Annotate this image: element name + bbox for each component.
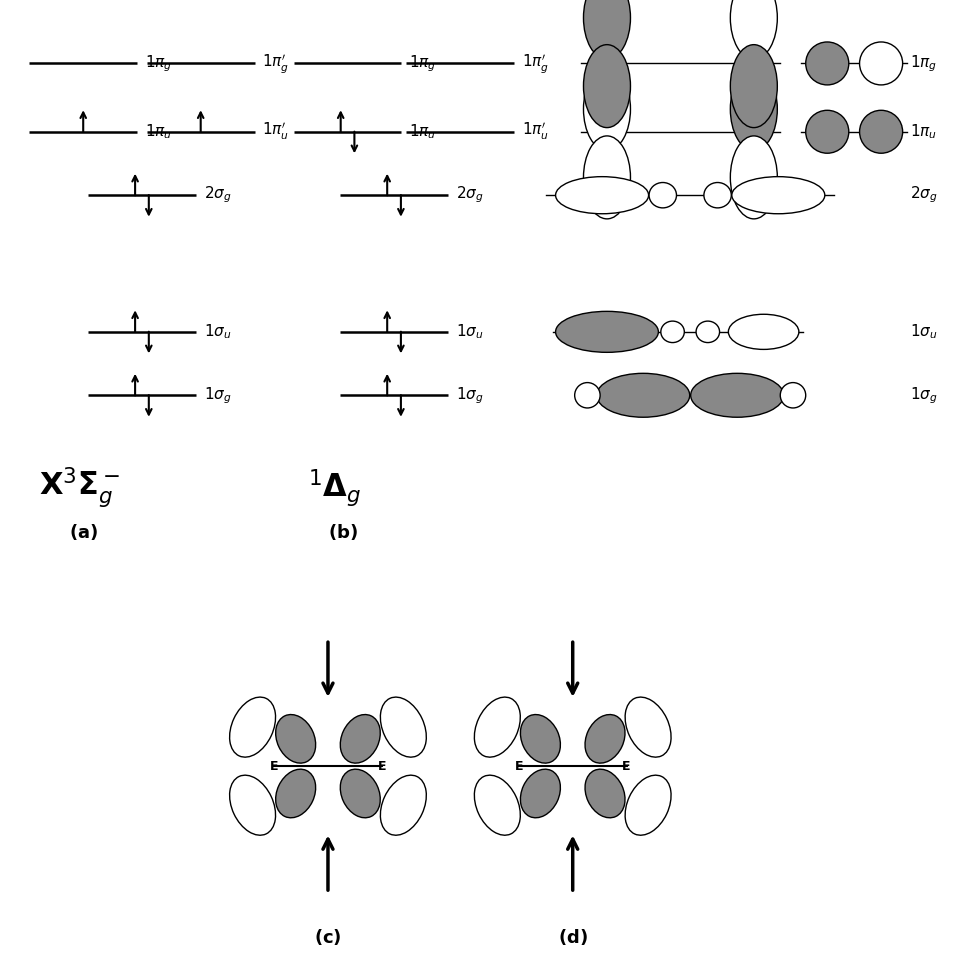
- Text: $1\sigma_u$: $1\sigma_u$: [455, 322, 483, 342]
- Ellipse shape: [520, 769, 559, 818]
- Ellipse shape: [695, 321, 719, 343]
- Ellipse shape: [689, 373, 782, 418]
- Ellipse shape: [276, 714, 315, 763]
- Ellipse shape: [583, 45, 630, 128]
- Ellipse shape: [730, 67, 777, 150]
- Ellipse shape: [583, 67, 630, 150]
- Text: $^1\mathbf{\Delta}_g$: $^1\mathbf{\Delta}_g$: [308, 468, 362, 508]
- Ellipse shape: [585, 769, 624, 818]
- Ellipse shape: [585, 714, 624, 763]
- Ellipse shape: [340, 714, 379, 763]
- Ellipse shape: [625, 775, 670, 835]
- Ellipse shape: [625, 697, 670, 757]
- Ellipse shape: [859, 110, 902, 153]
- Ellipse shape: [779, 383, 805, 408]
- Text: E: E: [378, 759, 385, 773]
- Text: $1\sigma_g$: $1\sigma_g$: [203, 385, 231, 406]
- Text: $1\pi_u$: $1\pi_u$: [145, 122, 172, 142]
- Text: E: E: [514, 759, 522, 773]
- Ellipse shape: [520, 714, 559, 763]
- Text: $\mathbf{(c)}$: $\mathbf{(c)}$: [314, 927, 341, 947]
- Ellipse shape: [230, 697, 275, 757]
- Text: $1\sigma_u$: $1\sigma_u$: [203, 322, 231, 342]
- Ellipse shape: [574, 383, 600, 408]
- Text: $2\sigma_g$: $2\sigma_g$: [203, 184, 231, 206]
- Text: $\mathbf{(b)}$: $\mathbf{(b)}$: [328, 522, 358, 542]
- Text: $1\pi_u$: $1\pi_u$: [910, 122, 937, 142]
- Text: $2\sigma_g$: $2\sigma_g$: [910, 184, 937, 206]
- Ellipse shape: [805, 42, 848, 85]
- Text: $2\sigma_g$: $2\sigma_g$: [455, 184, 483, 206]
- Text: $1\pi_u'$: $1\pi_u'$: [521, 121, 549, 142]
- Ellipse shape: [730, 45, 777, 128]
- Ellipse shape: [728, 314, 798, 349]
- Ellipse shape: [703, 183, 731, 208]
- Ellipse shape: [660, 321, 684, 343]
- Ellipse shape: [556, 177, 647, 214]
- Ellipse shape: [474, 775, 519, 835]
- Text: E: E: [622, 759, 630, 773]
- Ellipse shape: [859, 42, 902, 85]
- Ellipse shape: [730, 0, 777, 60]
- Text: $1\sigma_g$: $1\sigma_g$: [910, 385, 937, 406]
- Ellipse shape: [731, 177, 823, 214]
- Text: $1\sigma_g$: $1\sigma_g$: [455, 385, 483, 406]
- Ellipse shape: [276, 769, 315, 818]
- Text: $1\pi_u$: $1\pi_u$: [409, 122, 436, 142]
- Ellipse shape: [340, 769, 379, 818]
- Ellipse shape: [583, 136, 630, 219]
- Text: $1\pi_g'$: $1\pi_g'$: [521, 52, 549, 75]
- Text: $\mathbf{X}^3\mathbf{\Sigma}_g^-$: $\mathbf{X}^3\mathbf{\Sigma}_g^-$: [39, 466, 120, 510]
- Ellipse shape: [648, 183, 676, 208]
- Ellipse shape: [596, 373, 689, 418]
- Ellipse shape: [380, 775, 425, 835]
- Text: $1\sigma_u$: $1\sigma_u$: [910, 322, 937, 342]
- Text: $1\pi_g$: $1\pi_g$: [145, 53, 172, 74]
- Text: $\mathbf{(d)}$: $\mathbf{(d)}$: [557, 927, 587, 947]
- Text: $1\pi_g$: $1\pi_g$: [409, 53, 436, 74]
- Ellipse shape: [583, 0, 630, 60]
- Text: E: E: [270, 759, 278, 773]
- Ellipse shape: [474, 697, 519, 757]
- Text: $\mathbf{(a)}$: $\mathbf{(a)}$: [68, 522, 98, 542]
- Ellipse shape: [555, 311, 657, 352]
- Ellipse shape: [380, 697, 425, 757]
- Text: $1\pi_u'$: $1\pi_u'$: [262, 121, 289, 142]
- Ellipse shape: [730, 136, 777, 219]
- Text: $1\pi_g$: $1\pi_g$: [910, 53, 937, 74]
- Text: $1\pi_g'$: $1\pi_g'$: [262, 52, 289, 75]
- Ellipse shape: [230, 775, 275, 835]
- Ellipse shape: [805, 110, 848, 153]
